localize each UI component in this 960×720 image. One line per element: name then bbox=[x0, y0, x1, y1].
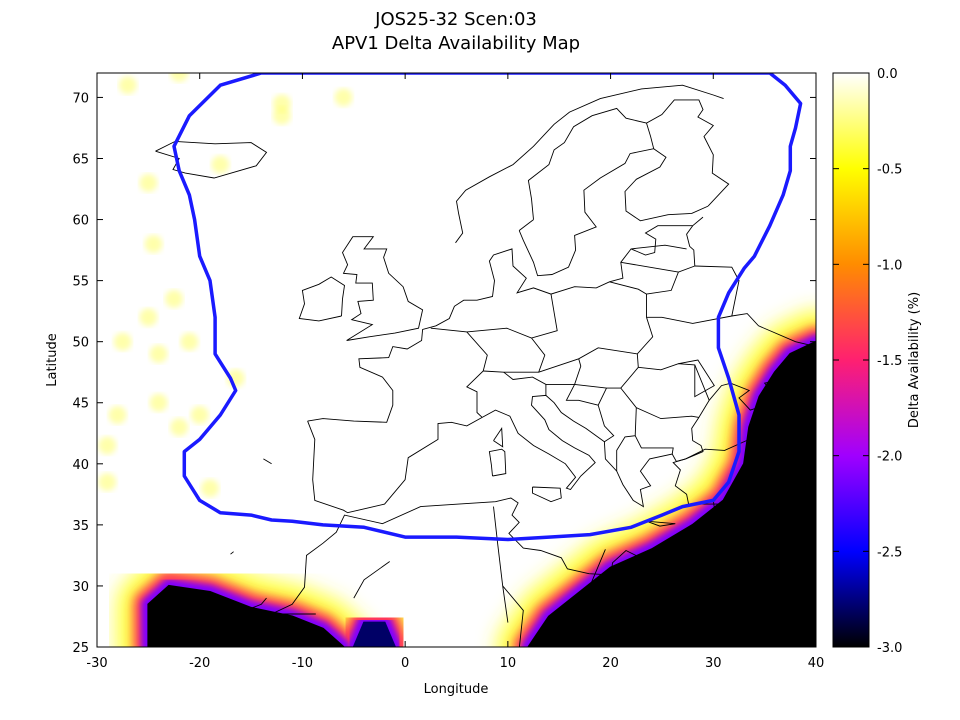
degradation-spot bbox=[170, 73, 189, 82]
map-outline bbox=[565, 384, 599, 406]
map-outline bbox=[353, 561, 390, 599]
colorbar-tick-label: -1.0 bbox=[877, 258, 902, 273]
y-tick-label: 55 bbox=[72, 275, 89, 290]
map-outline bbox=[230, 551, 234, 555]
coastline-layer bbox=[155, 84, 816, 647]
plot-frame bbox=[96, 72, 817, 648]
colorbar-ticks: 0.0 -0.5 -1.0 -1.5 -2.0 -2.5 -3.0 bbox=[833, 67, 902, 656]
map-outline bbox=[597, 387, 615, 443]
map-outline bbox=[341, 236, 424, 341]
colorbar: 0.0 -0.5 -1.0 -1.5 -2.0 -2.5 -3.0 Delta Availa… bbox=[832, 67, 922, 656]
degradation-spot bbox=[139, 173, 158, 192]
map-outline bbox=[620, 261, 679, 273]
map-outline bbox=[518, 148, 709, 277]
map-outline bbox=[455, 84, 724, 244]
y-axis: 25 30 35 40 45 50 55 60 65 70 bbox=[72, 91, 816, 656]
colorbar-tick-label: -1.5 bbox=[877, 354, 902, 369]
map-outline bbox=[247, 497, 778, 647]
x-tick-label: 30 bbox=[705, 656, 722, 671]
degradation-spot bbox=[170, 418, 189, 437]
x-tick-label: 20 bbox=[602, 656, 619, 671]
colorbar-tick-label: -2.0 bbox=[877, 450, 902, 465]
map-outline bbox=[589, 549, 612, 635]
colorbar-tick-label: -2.5 bbox=[877, 545, 902, 560]
service-area-boundary bbox=[172, 73, 803, 542]
map-outline bbox=[672, 437, 816, 512]
map-outline bbox=[646, 520, 676, 527]
degradation-core-south-central bbox=[352, 621, 396, 647]
x-axis: -30 -20 -10 0 10 20 30 40 bbox=[86, 73, 824, 671]
x-tick-label: 10 bbox=[500, 656, 517, 671]
degradation-spot bbox=[108, 406, 127, 424]
map-outline bbox=[616, 407, 637, 472]
map-outline bbox=[645, 99, 730, 207]
y-tick-label: 40 bbox=[72, 458, 89, 473]
y-tick-label: 50 bbox=[72, 336, 89, 351]
x-tick-label: -10 bbox=[292, 656, 313, 671]
map-outline bbox=[307, 216, 704, 423]
colorbar-tick-label: -0.5 bbox=[877, 163, 902, 178]
map-outline bbox=[712, 500, 725, 567]
y-tick-label: 35 bbox=[72, 519, 89, 534]
degradation-spot bbox=[190, 406, 209, 424]
map-outline bbox=[502, 585, 524, 647]
colorbar-tick-label: -3.0 bbox=[877, 641, 902, 656]
degradation-spot bbox=[113, 332, 132, 351]
map-outline bbox=[488, 448, 507, 477]
map-outline bbox=[493, 427, 504, 448]
degradation-spot bbox=[98, 436, 117, 455]
degradation-spot bbox=[144, 235, 163, 253]
degradation-spot bbox=[272, 106, 291, 125]
x-tick-label: 40 bbox=[808, 656, 825, 671]
map-outline bbox=[298, 276, 345, 322]
y-tick-label: 60 bbox=[72, 214, 89, 229]
map-outline bbox=[634, 435, 674, 455]
map-outline bbox=[538, 281, 654, 373]
map-outline bbox=[155, 140, 268, 179]
colorbar-tick-label: 0.0 bbox=[877, 67, 898, 82]
degradation-spot bbox=[165, 289, 183, 308]
x-tick-label: 0 bbox=[401, 656, 409, 671]
y-tick-label: 65 bbox=[72, 152, 89, 167]
y-tick-label: 70 bbox=[72, 91, 89, 106]
y-axis-label: Latitude bbox=[45, 333, 60, 387]
map-outline bbox=[263, 458, 272, 465]
map-outline bbox=[527, 107, 647, 220]
degradation-spot bbox=[98, 473, 117, 492]
y-tick-label: 45 bbox=[72, 397, 89, 412]
degradation-spot bbox=[211, 155, 230, 174]
degradation-core-south-east bbox=[527, 340, 816, 647]
degradation-spot bbox=[180, 332, 199, 351]
map-outline bbox=[493, 506, 509, 623]
colorbar-label: Delta Availability (%) bbox=[907, 292, 922, 428]
map-outline bbox=[235, 597, 267, 611]
map-outline bbox=[678, 359, 715, 398]
x-tick-label: -20 bbox=[189, 656, 210, 671]
degradation-spot bbox=[334, 88, 353, 107]
y-tick-label: 30 bbox=[72, 580, 89, 595]
plot-area bbox=[97, 73, 816, 647]
map-outline bbox=[646, 313, 816, 348]
map-outline bbox=[532, 486, 562, 503]
y-tick-label: 25 bbox=[72, 641, 89, 656]
map-outline bbox=[646, 225, 696, 295]
map-outline bbox=[518, 219, 534, 231]
map-outline bbox=[631, 244, 687, 250]
map-outline bbox=[620, 387, 699, 420]
degradation-spot bbox=[201, 479, 219, 498]
chart-title: JOS25-32 Scen:03 bbox=[374, 9, 537, 30]
map-outline bbox=[694, 265, 740, 317]
chart-subtitle: APV1 Delta Availability Map bbox=[332, 33, 580, 54]
map-outline bbox=[736, 516, 761, 527]
x-axis-label: Longitude bbox=[424, 682, 489, 697]
map-outline bbox=[430, 327, 488, 418]
degradation-spot bbox=[118, 76, 137, 95]
degradation-spot bbox=[139, 308, 158, 327]
degradation-spots bbox=[98, 73, 353, 498]
degradation-spot bbox=[149, 344, 168, 363]
map-outline bbox=[779, 499, 816, 532]
x-tick-label: -30 bbox=[86, 656, 107, 671]
degradation-spot bbox=[149, 393, 168, 412]
